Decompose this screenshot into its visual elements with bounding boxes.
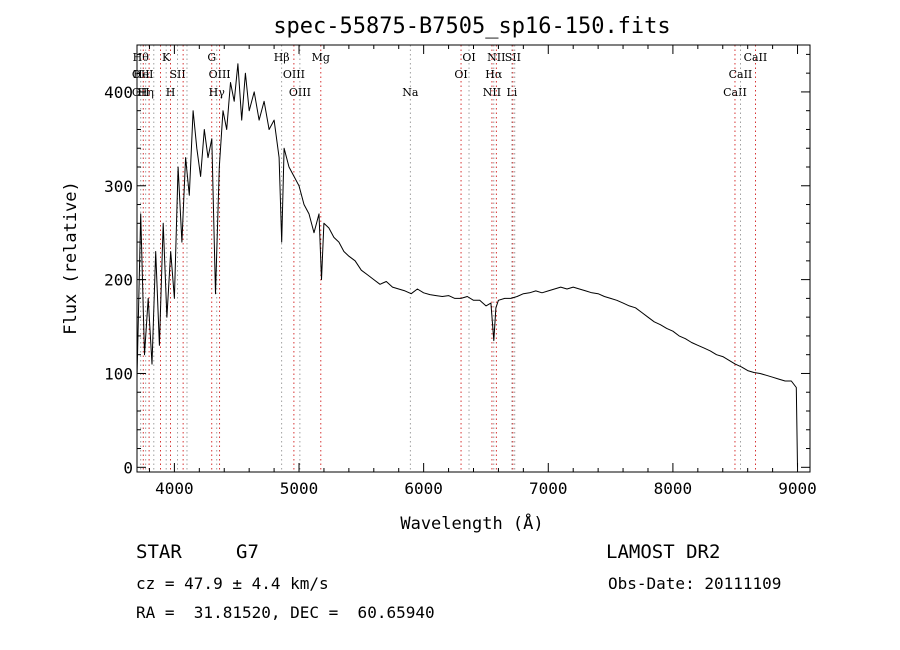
spectral-line-label: Hβ — [274, 51, 290, 64]
spectral-line-label: Mg — [312, 51, 330, 64]
y-tick-label: 300 — [104, 177, 133, 196]
spectral-line-label: Hα — [485, 68, 503, 81]
axes: 4000 5000 6000 7000 8000 9000 0 100 200 300 400 — [104, 45, 817, 498]
spectral-line-label: OI — [462, 51, 475, 64]
object-subclass: G7 — [236, 541, 259, 563]
redshift-value: cz = 47.9 ± 4.4 km/s — [136, 574, 329, 593]
spectral-line-label: CaII — [723, 86, 747, 99]
y-tick-label: 400 — [104, 83, 133, 102]
spectral-line-label: Li — [506, 86, 517, 99]
x-tick-label: 9000 — [778, 479, 817, 498]
spectral-line-label: SII — [170, 68, 186, 81]
y-tick-label: 0 — [123, 458, 133, 477]
spectral-line-label: Hθ — [133, 51, 150, 64]
spectral-line-label: CaII — [744, 51, 768, 64]
spectral-line-label: OII — [132, 86, 150, 99]
line-markers: HθOIIOIIHeIHηKHSIIGHγOIIIHβOIIIOIIIMgNaO… — [132, 45, 767, 472]
y-tick-label: 200 — [104, 271, 133, 290]
x-tick-label: 8000 — [654, 479, 693, 498]
spectral-line-label: NII — [483, 86, 501, 99]
spectral-line-label: OIII — [289, 86, 311, 99]
plot-frame — [136, 44, 811, 473]
observation-date: Obs-Date: 20111109 — [608, 574, 782, 593]
spectral-line-label: OI — [454, 68, 467, 81]
spectral-line-label: HeI — [133, 68, 153, 81]
x-tick-label: 4000 — [155, 479, 194, 498]
spectral-line-label: G — [207, 51, 216, 64]
spectral-line-label: H — [166, 86, 176, 99]
y-tick-label: 100 — [104, 364, 133, 383]
spectral-line-label: K — [162, 51, 171, 64]
spectral-line-label: OIII — [209, 68, 231, 81]
spectral-line-label: Hη — [138, 86, 154, 99]
survey-name: LAMOST DR2 — [606, 541, 721, 563]
spectral-line-label: NII — [487, 51, 505, 64]
y-axis-label: Flux (relative) — [61, 181, 81, 335]
x-tick-label: 5000 — [280, 479, 319, 498]
spectral-line-label: OII — [132, 68, 150, 81]
spectral-line-label: Hγ — [209, 86, 226, 99]
plot-area — [136, 63, 798, 468]
spectral-line-label: CaII — [729, 68, 753, 81]
x-axis-label: Wavelength (Å) — [400, 512, 543, 534]
x-tick-label: 6000 — [404, 479, 443, 498]
coordinates: RA = 31.81520, DEC = 60.65940 — [136, 603, 435, 622]
spectrum-line — [136, 63, 798, 468]
chart-title: spec-55875-B7505_sp16-150.fits — [273, 14, 670, 39]
spectral-line-label: Na — [402, 86, 419, 99]
object-class: STAR — [136, 541, 182, 563]
spectral-line-label: OIII — [283, 68, 305, 81]
x-tick-label: 7000 — [529, 479, 568, 498]
spectral-line-label: SII — [505, 51, 521, 64]
